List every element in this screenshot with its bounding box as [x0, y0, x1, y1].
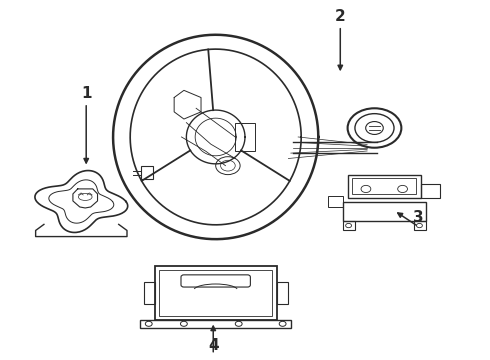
Bar — [347, 175, 421, 198]
Bar — [277, 282, 288, 304]
Bar — [421, 184, 441, 198]
Text: 2: 2 — [335, 9, 345, 24]
Bar — [155, 266, 277, 320]
Text: 1: 1 — [81, 86, 92, 102]
Bar — [144, 282, 155, 304]
Bar — [235, 123, 255, 151]
Bar — [142, 166, 153, 179]
Bar — [414, 221, 426, 230]
Bar — [343, 221, 355, 230]
Bar — [140, 320, 292, 328]
Text: 4: 4 — [208, 338, 219, 353]
Text: 3: 3 — [413, 210, 424, 225]
Bar — [352, 178, 416, 194]
Bar — [159, 270, 272, 316]
Bar — [328, 195, 343, 207]
Bar — [343, 202, 426, 221]
